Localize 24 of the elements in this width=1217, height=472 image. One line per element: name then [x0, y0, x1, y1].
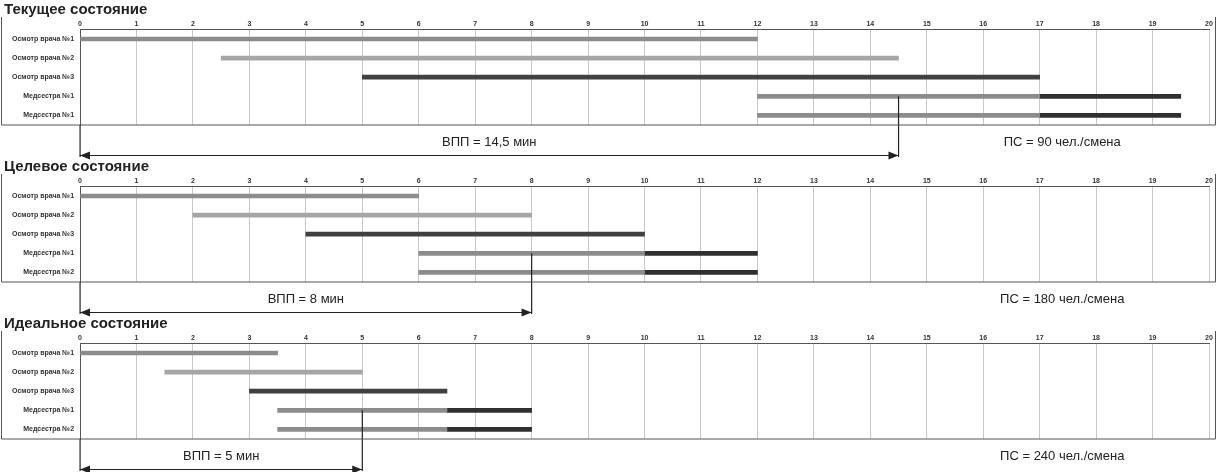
chart-title: Идеальное состояние — [3, 314, 169, 331]
text: ПС = 240 чел./смена — [1000, 448, 1126, 464]
bar — [1039, 113, 1182, 118]
bar — [446, 427, 532, 432]
bar — [644, 270, 758, 275]
bar — [418, 250, 645, 256]
bar — [277, 407, 448, 413]
text: ПС = 180 чел./смена — [1000, 291, 1126, 307]
bar — [1039, 93, 1182, 99]
ref-line-label: ВПП = 14,5 мин — [442, 134, 537, 150]
bar — [446, 407, 532, 413]
bar — [249, 388, 448, 394]
ref-line-label: ВПП = 8 мин — [267, 291, 345, 307]
bar — [305, 231, 645, 237]
bar — [757, 93, 1040, 99]
bar — [361, 74, 1040, 80]
bar — [757, 113, 1040, 118]
bar — [418, 270, 645, 275]
bar — [277, 427, 448, 432]
bar — [644, 250, 758, 256]
chart-title: Целевое состояние — [3, 157, 150, 174]
text: ПС = 90 чел./смена — [1003, 134, 1122, 150]
chart-title: Текущее состояние — [3, 0, 149, 17]
ref-line-label: ВПП = 5 мин — [182, 448, 260, 464]
